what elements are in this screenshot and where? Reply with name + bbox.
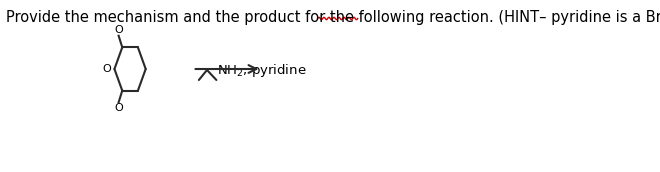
Text: NH$_2$, pyridine: NH$_2$, pyridine [217,62,306,79]
Text: Provide the mechanism and the product for the following reaction. (HINT– pyridin: Provide the mechanism and the product fo… [6,10,660,25]
Text: O: O [114,103,123,113]
Text: O: O [114,25,123,35]
Text: O: O [102,64,112,74]
